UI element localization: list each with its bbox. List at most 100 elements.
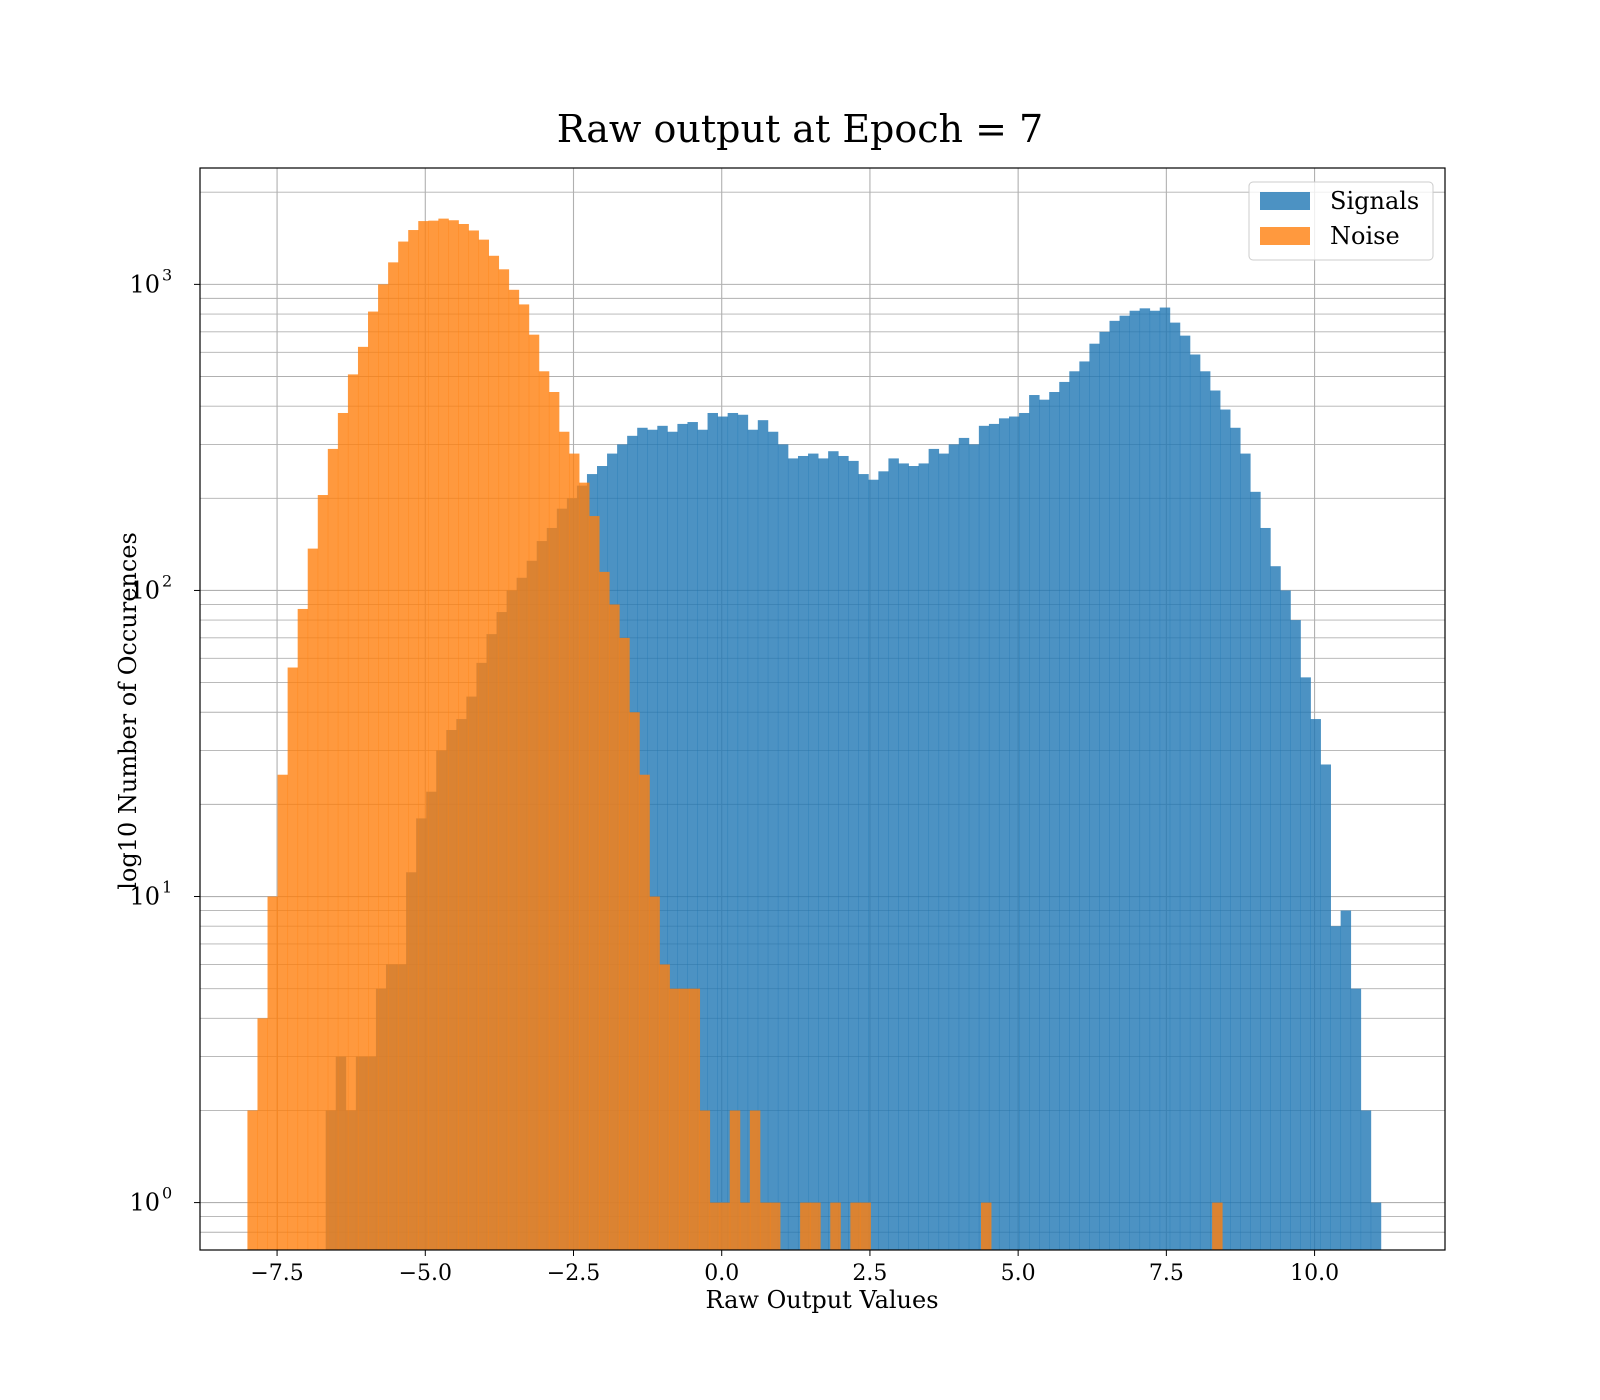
bar-signals bbox=[677, 423, 688, 1250]
bar-noise bbox=[589, 516, 600, 1250]
bar-noise bbox=[669, 988, 680, 1250]
bar-noise bbox=[327, 448, 339, 1251]
bar-signals bbox=[828, 451, 839, 1250]
bar-signals bbox=[737, 414, 749, 1251]
bar-signals bbox=[1109, 320, 1120, 1250]
bar-signals bbox=[1199, 371, 1211, 1250]
bar-signals bbox=[998, 418, 1010, 1250]
bar-signals bbox=[958, 437, 970, 1251]
bar-noise bbox=[458, 223, 469, 1251]
bar-signals bbox=[1159, 307, 1171, 1251]
bar-noise bbox=[981, 1202, 992, 1250]
bar-signals bbox=[808, 453, 819, 1251]
bar-signals bbox=[1179, 335, 1191, 1250]
bar-noise bbox=[800, 1202, 811, 1250]
bar-noise bbox=[629, 712, 640, 1250]
bar-noise bbox=[337, 412, 349, 1251]
bar-noise bbox=[418, 221, 429, 1250]
bar-signals bbox=[1189, 354, 1201, 1250]
bar-noise bbox=[759, 1202, 771, 1250]
bar-signals bbox=[1370, 1202, 1382, 1250]
bar-signals bbox=[1069, 371, 1080, 1250]
bar-noise bbox=[488, 255, 500, 1250]
bar-noise bbox=[860, 1202, 871, 1250]
bar-signals bbox=[888, 458, 899, 1250]
bar-noise bbox=[1212, 1202, 1223, 1250]
bar-signals bbox=[1209, 390, 1221, 1250]
bar-noise bbox=[709, 1202, 721, 1250]
bar-noise bbox=[428, 220, 439, 1251]
x-tick-label: 0.0 bbox=[704, 1261, 739, 1286]
bar-noise bbox=[448, 220, 459, 1251]
bar-noise bbox=[347, 374, 359, 1250]
bar-signals bbox=[1360, 1110, 1372, 1250]
bar-signals bbox=[968, 444, 980, 1250]
bar-signals bbox=[868, 479, 879, 1250]
bar-signals bbox=[878, 471, 889, 1250]
bar-noise bbox=[398, 241, 409, 1250]
bar-noise bbox=[649, 896, 660, 1250]
bar-signals bbox=[797, 455, 809, 1250]
y-tick-label: 10 bbox=[129, 270, 160, 298]
bar-noise bbox=[408, 230, 419, 1251]
bar-signals bbox=[1280, 590, 1291, 1250]
bar-signals bbox=[1310, 719, 1321, 1250]
bar-signals bbox=[1079, 361, 1090, 1250]
bar-signals bbox=[707, 412, 718, 1251]
bar-signals bbox=[988, 423, 1000, 1250]
histogram-bars bbox=[247, 218, 1382, 1251]
y-tick-label: 10 bbox=[129, 576, 160, 604]
bar-noise bbox=[639, 774, 650, 1250]
y-tick-exponent: 2 bbox=[162, 571, 172, 590]
bar-signals bbox=[918, 463, 930, 1251]
bar-signals bbox=[928, 448, 940, 1251]
legend-swatch-signals bbox=[1260, 192, 1310, 210]
series-noise-bars bbox=[247, 218, 1223, 1251]
bar-signals bbox=[1290, 620, 1301, 1250]
bar-signals bbox=[687, 422, 698, 1250]
bar-signals bbox=[747, 429, 759, 1251]
bar-signals bbox=[1230, 427, 1241, 1250]
bar-signals bbox=[787, 458, 799, 1250]
bar-noise bbox=[297, 608, 309, 1250]
bar-noise bbox=[287, 667, 299, 1250]
bar-noise bbox=[267, 896, 278, 1250]
bar-noise bbox=[247, 1110, 258, 1250]
x-tick-label: 7.5 bbox=[1149, 1261, 1184, 1286]
y-tick-label: 10 bbox=[129, 1189, 160, 1217]
bar-signals bbox=[1049, 391, 1060, 1250]
bar-signals bbox=[858, 474, 869, 1250]
bar-signals bbox=[1169, 322, 1181, 1250]
bar-signals bbox=[1350, 988, 1362, 1250]
bar-noise bbox=[810, 1202, 821, 1250]
bar-noise bbox=[769, 1202, 781, 1250]
y-axis-label: log10 Number of Occurences bbox=[114, 532, 142, 890]
bar-signals bbox=[1330, 926, 1342, 1250]
legend-label-signals: Signals bbox=[1330, 187, 1419, 215]
bar-noise bbox=[508, 289, 520, 1250]
bar-noise bbox=[850, 1202, 861, 1250]
x-tick-label: −2.5 bbox=[547, 1261, 600, 1286]
bar-noise bbox=[538, 371, 550, 1250]
x-tick-label: 5.0 bbox=[1001, 1261, 1036, 1286]
bar-signals bbox=[1220, 409, 1231, 1250]
bar-noise bbox=[548, 391, 560, 1250]
bar-noise bbox=[679, 988, 690, 1250]
legend: Signals Noise bbox=[1248, 181, 1434, 261]
bar-noise bbox=[739, 1202, 751, 1250]
bar-signals bbox=[1320, 764, 1331, 1250]
bar-signals bbox=[1039, 399, 1050, 1250]
x-tick-label: −7.5 bbox=[250, 1261, 303, 1286]
bar-noise bbox=[619, 637, 630, 1250]
bar-noise bbox=[368, 311, 379, 1250]
bar-signals bbox=[697, 429, 708, 1251]
x-axis-ticks: −7.5 −5.0 −2.5 0.0 2.5 5.0 7.5 10.0 bbox=[250, 1250, 1339, 1286]
bar-noise bbox=[307, 548, 319, 1250]
bar-signals bbox=[1240, 453, 1251, 1251]
bar-signals bbox=[908, 466, 919, 1250]
plot-frame bbox=[199, 167, 1446, 1251]
y-tick-label: 10 bbox=[129, 883, 160, 911]
bar-noise bbox=[568, 453, 580, 1251]
